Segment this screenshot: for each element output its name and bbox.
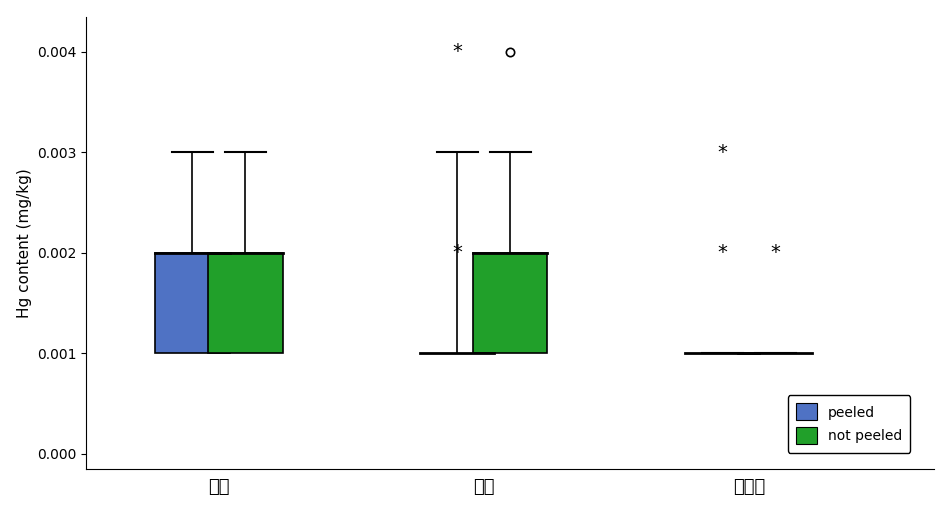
Text: *: * — [770, 243, 780, 262]
Bar — [474, 253, 548, 353]
Text: *: * — [717, 243, 728, 262]
Text: *: * — [453, 42, 462, 62]
Legend: peeled, not peeled: peeled, not peeled — [787, 395, 910, 452]
Bar — [155, 253, 229, 353]
Y-axis label: Hg content (mg/kg): Hg content (mg/kg) — [17, 168, 31, 318]
Bar — [208, 253, 282, 353]
Text: *: * — [717, 143, 728, 162]
Text: *: * — [453, 243, 462, 262]
